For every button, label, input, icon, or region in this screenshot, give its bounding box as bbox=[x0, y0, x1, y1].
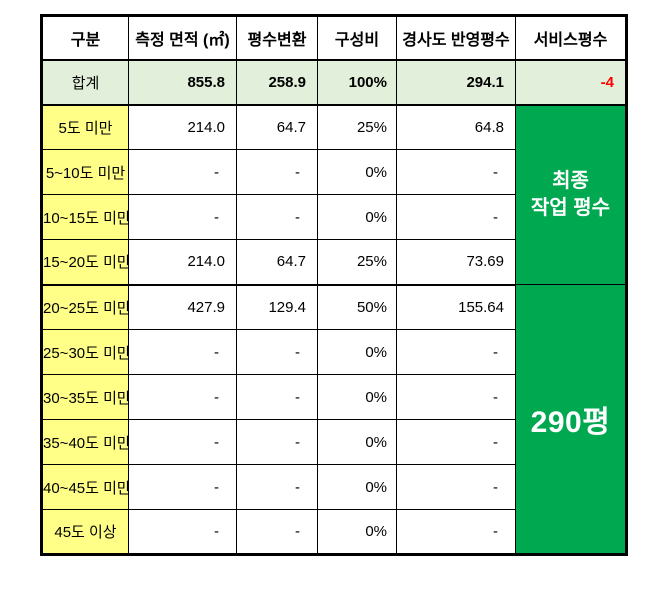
cell-ratio[interactable]: 0% bbox=[317, 419, 397, 465]
header-composition-ratio[interactable]: 구성비 bbox=[317, 15, 397, 61]
cell-slope-pyeong[interactable]: - bbox=[396, 329, 516, 375]
header-service-pyeong[interactable]: 서비스평수 bbox=[515, 15, 627, 61]
cell-pyeong-conversion[interactable]: - bbox=[236, 329, 318, 375]
final-work-pyeong-cell[interactable]: 최종 작업 평수 bbox=[515, 104, 627, 285]
table-row: 40~45도 미만 - - 0% - bbox=[41, 464, 627, 510]
cell-category[interactable]: 5~10도 미만 bbox=[41, 149, 129, 195]
cell-ratio[interactable]: 0% bbox=[317, 509, 397, 555]
cell-ratio[interactable]: 0% bbox=[317, 149, 397, 195]
cell-ratio[interactable]: 0% bbox=[317, 194, 397, 240]
cell-pyeong-conversion[interactable]: 64.7 bbox=[236, 239, 318, 286]
cell-pyeong-conversion[interactable]: - bbox=[236, 194, 318, 240]
cell-area[interactable]: - bbox=[128, 419, 237, 465]
cell-slope-pyeong[interactable]: 155.64 bbox=[396, 284, 516, 330]
table-row: 15~20도 미만 214.0 64.7 25% 73.69 bbox=[41, 239, 627, 286]
cell-area[interactable]: - bbox=[128, 374, 237, 420]
cell-category[interactable]: 45도 이상 bbox=[41, 509, 129, 555]
cell-area[interactable]: - bbox=[128, 509, 237, 555]
slope-area-table: 구분 측정 면적 (㎡) 평수변환 구성비 경사도 반영평수 서비스평수 합계 … bbox=[40, 14, 628, 556]
cell-pyeong-conversion[interactable]: - bbox=[236, 419, 318, 465]
cell-category[interactable]: 20~25도 미만 bbox=[41, 284, 129, 330]
cell-area[interactable]: - bbox=[128, 194, 237, 240]
header-measured-area[interactable]: 측정 면적 (㎡) bbox=[128, 15, 237, 61]
cell-area[interactable]: - bbox=[128, 149, 237, 195]
cell-category[interactable]: 40~45도 미만 bbox=[41, 464, 129, 510]
cell-slope-pyeong[interactable]: 73.69 bbox=[396, 239, 516, 286]
total-pyeong-conversion[interactable]: 258.9 bbox=[236, 59, 318, 106]
cell-ratio[interactable]: 50% bbox=[317, 284, 397, 330]
cell-category[interactable]: 5도 미만 bbox=[41, 104, 129, 150]
table-row: 45도 이상 - - 0% - bbox=[41, 509, 627, 555]
cell-category[interactable]: 25~30도 미만 bbox=[41, 329, 129, 375]
table-row: 5도 미만 214.0 64.7 25% 64.8 최종 작업 평수 bbox=[41, 104, 627, 285]
cell-area[interactable]: 214.0 bbox=[128, 239, 237, 286]
header-slope-adjusted-pyeong[interactable]: 경사도 반영평수 bbox=[396, 15, 516, 61]
cell-ratio[interactable]: 0% bbox=[317, 464, 397, 510]
table-row: 35~40도 미만 - - 0% - bbox=[41, 419, 627, 465]
cell-pyeong-conversion[interactable]: 129.4 bbox=[236, 284, 318, 330]
result-pyeong-cell[interactable]: 290평 bbox=[515, 284, 627, 555]
total-ratio[interactable]: 100% bbox=[317, 59, 397, 106]
cell-category[interactable]: 35~40도 미만 bbox=[41, 419, 129, 465]
cell-slope-pyeong[interactable]: - bbox=[396, 419, 516, 465]
cell-category[interactable]: 15~20도 미만 bbox=[41, 239, 129, 286]
header-row: 구분 측정 면적 (㎡) 평수변환 구성비 경사도 반영평수 서비스평수 bbox=[41, 15, 627, 61]
final-work-pyeong-line2: 작업 평수 bbox=[530, 196, 611, 219]
cell-area[interactable]: 427.9 bbox=[128, 284, 237, 330]
cell-ratio[interactable]: 0% bbox=[317, 374, 397, 420]
cell-category[interactable]: 10~15도 미만 bbox=[41, 194, 129, 240]
cell-area[interactable]: 214.0 bbox=[128, 104, 237, 150]
cell-ratio[interactable]: 25% bbox=[317, 104, 397, 150]
cell-slope-pyeong[interactable]: 64.8 bbox=[396, 104, 516, 150]
cell-category[interactable]: 30~35도 미만 bbox=[41, 374, 129, 420]
total-service-pyeong[interactable]: -4 bbox=[515, 59, 627, 106]
header-pyeong-conversion[interactable]: 평수변환 bbox=[236, 15, 318, 61]
total-slope-pyeong[interactable]: 294.1 bbox=[396, 59, 516, 106]
cell-slope-pyeong[interactable]: - bbox=[396, 464, 516, 510]
cell-pyeong-conversion[interactable]: - bbox=[236, 509, 318, 555]
table-row: 20~25도 미만 427.9 129.4 50% 155.64 290평 bbox=[41, 284, 627, 555]
cell-area[interactable]: - bbox=[128, 329, 237, 375]
table-row: 5~10도 미만 - - 0% - bbox=[41, 149, 627, 195]
table-row: 30~35도 미만 - - 0% - bbox=[41, 374, 627, 420]
total-label[interactable]: 합계 bbox=[41, 59, 129, 106]
total-row: 합계 855.8 258.9 100% 294.1 -4 bbox=[41, 59, 627, 106]
total-area[interactable]: 855.8 bbox=[128, 59, 237, 106]
cell-area[interactable]: - bbox=[128, 464, 237, 510]
cell-pyeong-conversion[interactable]: 64.7 bbox=[236, 104, 318, 150]
cell-ratio[interactable]: 0% bbox=[317, 329, 397, 375]
cell-slope-pyeong[interactable]: - bbox=[396, 149, 516, 195]
cell-pyeong-conversion[interactable]: - bbox=[236, 149, 318, 195]
cell-slope-pyeong[interactable]: - bbox=[396, 509, 516, 555]
final-work-pyeong-line1: 최종 bbox=[552, 169, 589, 192]
cell-pyeong-conversion[interactable]: - bbox=[236, 374, 318, 420]
cell-slope-pyeong[interactable]: - bbox=[396, 194, 516, 240]
header-category[interactable]: 구분 bbox=[41, 15, 129, 61]
cell-slope-pyeong[interactable]: - bbox=[396, 374, 516, 420]
cell-ratio[interactable]: 25% bbox=[317, 239, 397, 286]
cell-pyeong-conversion[interactable]: - bbox=[236, 464, 318, 510]
